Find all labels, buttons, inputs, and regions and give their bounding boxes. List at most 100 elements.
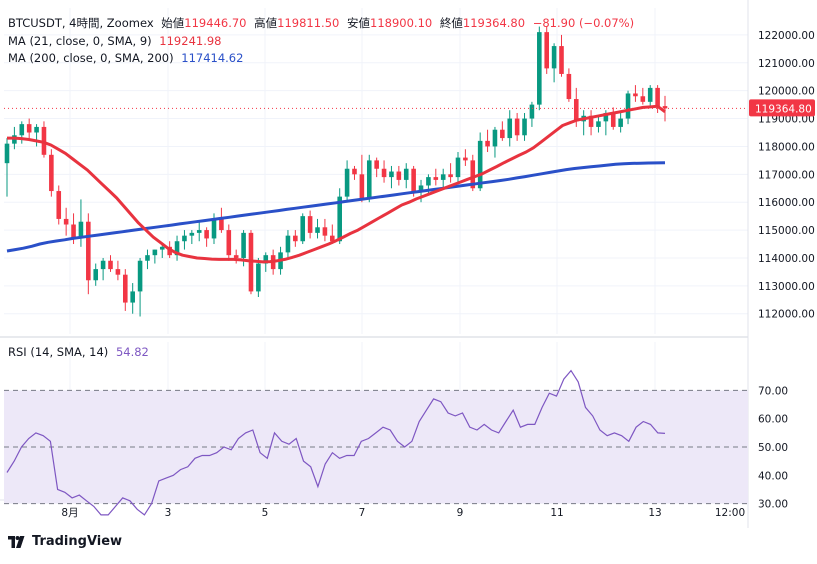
candle-up[interactable] (300, 216, 306, 242)
candle-up[interactable] (285, 235, 291, 253)
candle-up[interactable] (263, 255, 269, 264)
price-tick-label: 114000.00 (758, 253, 815, 265)
candle-down[interactable] (108, 260, 113, 270)
candle-down[interactable] (500, 129, 505, 139)
ma21-legend[interactable]: MA (21, close, 0, SMA, 9) 119241.98 (8, 34, 226, 49)
candle-down[interactable] (588, 115, 594, 127)
candle-down[interactable] (115, 269, 121, 275)
ma200-line[interactable] (6, 161, 666, 253)
candle-up[interactable] (19, 124, 25, 136)
candle-up[interactable] (403, 168, 409, 180)
candle-down[interactable] (86, 221, 91, 281)
candle-down[interactable] (359, 174, 365, 200)
candle-down[interactable] (219, 218, 224, 231)
rsi-line[interactable] (6, 369, 666, 516)
candle-down[interactable] (610, 112, 616, 127)
candle-up[interactable] (455, 157, 461, 178)
candle-down[interactable] (330, 235, 335, 242)
candle-up[interactable] (182, 235, 187, 242)
candle-down[interactable] (26, 124, 32, 133)
candle-up[interactable] (152, 249, 158, 256)
candle-up[interactable] (647, 87, 653, 102)
candle-up[interactable] (477, 140, 483, 189)
candle-down[interactable] (433, 177, 439, 180)
candle-up[interactable] (625, 93, 631, 119)
candle-up[interactable] (507, 118, 513, 139)
candle-up[interactable] (522, 118, 527, 136)
candle-down[interactable] (559, 46, 564, 74)
candle-up[interactable] (337, 196, 342, 242)
candle-down[interactable] (544, 32, 549, 69)
rsi-legend[interactable]: RSI (14, SMA, 14) 54.82 (8, 345, 153, 360)
candle-down[interactable] (662, 106, 668, 109)
candle-down[interactable] (655, 87, 660, 108)
candle-up[interactable] (603, 112, 609, 122)
tradingview-logo[interactable]: TradingView (8, 534, 122, 549)
candle-up[interactable] (418, 185, 424, 192)
candle-up[interactable] (211, 218, 217, 239)
candle-up[interactable] (241, 232, 246, 258)
candle-up[interactable] (34, 126, 39, 133)
candle-down[interactable] (573, 99, 579, 122)
candle-down[interactable] (322, 227, 328, 236)
ma21-line[interactable] (7, 104, 666, 264)
candle-up[interactable] (196, 230, 202, 233)
candle-down[interactable] (307, 216, 313, 233)
change-value: −81.90 (−0.07%) (532, 16, 635, 30)
candle-up[interactable] (174, 241, 180, 256)
candle-up[interactable] (189, 232, 195, 236)
candle-down[interactable] (640, 96, 646, 102)
candle-up[interactable] (389, 171, 394, 178)
candle-up[interactable] (78, 221, 84, 239)
candle-up[interactable] (596, 121, 601, 127)
candle-up[interactable] (4, 143, 10, 164)
candle-down[interactable] (514, 118, 520, 136)
candle-down[interactable] (71, 224, 76, 239)
candle-down[interactable] (49, 154, 54, 192)
candle-up[interactable] (366, 160, 372, 200)
candle-down[interactable] (448, 174, 453, 178)
candle-down[interactable] (167, 246, 172, 256)
candle-down[interactable] (411, 168, 416, 192)
candle-up[interactable] (492, 129, 498, 147)
price-tick-label: 118000.00 (758, 141, 815, 153)
candle-down[interactable] (204, 230, 209, 239)
candle-down[interactable] (233, 255, 239, 258)
candle-down[interactable] (463, 157, 468, 161)
candle-down[interactable] (56, 191, 62, 219)
candle-up[interactable] (145, 255, 150, 261)
candle-up[interactable] (256, 263, 261, 292)
candle-down[interactable] (293, 235, 298, 242)
candle-down[interactable] (396, 171, 402, 180)
candle-up[interactable] (551, 46, 557, 69)
candle-up[interactable] (618, 118, 623, 127)
candle-down[interactable] (633, 93, 638, 97)
ma200-legend[interactable]: MA (200, close, 0, SMA, 200) 117414.62 (8, 51, 247, 66)
candle-up[interactable] (100, 260, 106, 270)
candle-up[interactable] (529, 104, 535, 119)
candle-down[interactable] (485, 140, 490, 147)
candle-up[interactable] (344, 168, 350, 197)
candle-up[interactable] (159, 246, 165, 250)
candle-down[interactable] (226, 230, 232, 256)
candle-up[interactable] (315, 227, 320, 233)
candle-down[interactable] (470, 160, 476, 189)
candle-up[interactable] (137, 260, 143, 292)
candle-up[interactable] (440, 174, 446, 180)
candle-up[interactable] (537, 32, 542, 105)
candle-down[interactable] (123, 274, 128, 303)
close-value: 119364.80 (462, 16, 526, 30)
candle-down[interactable] (381, 168, 387, 178)
candle-up[interactable] (426, 177, 431, 186)
candle-down[interactable] (566, 73, 572, 100)
candle-up[interactable] (130, 291, 135, 303)
candle-down[interactable] (352, 168, 357, 175)
candle-down[interactable] (374, 160, 379, 169)
candle-down[interactable] (63, 218, 69, 225)
brand-name: TradingView (32, 534, 123, 549)
candle-up[interactable] (93, 269, 99, 281)
symbol-label[interactable]: BTCUSDT, 4時間, Zoomex (8, 16, 154, 30)
time-tick-label: 5 (262, 507, 269, 519)
